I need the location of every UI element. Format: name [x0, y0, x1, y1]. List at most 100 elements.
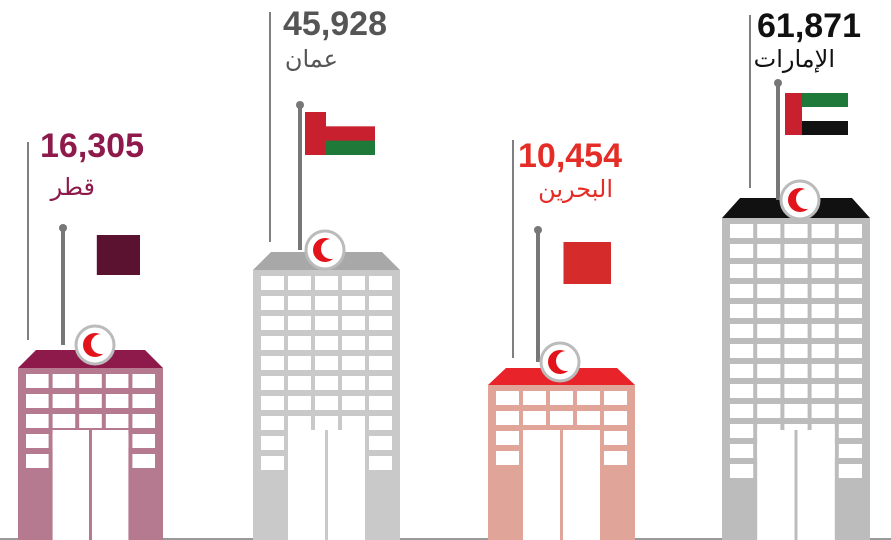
window: [730, 344, 754, 358]
window: [496, 431, 519, 445]
crescent-cut: [556, 351, 576, 371]
pole-top: [774, 79, 782, 87]
window: [369, 356, 392, 370]
window: [261, 416, 284, 430]
window: [784, 244, 808, 258]
window: [577, 411, 600, 425]
window: [496, 391, 519, 405]
window: [811, 284, 835, 298]
window: [315, 416, 338, 430]
window: [315, 316, 338, 330]
window: [79, 374, 102, 388]
window: [79, 414, 102, 428]
window: [811, 244, 835, 258]
crescent-cut: [91, 334, 111, 354]
window: [811, 344, 835, 358]
window: [784, 304, 808, 318]
window: [784, 264, 808, 278]
window: [523, 391, 546, 405]
window: [369, 456, 392, 470]
crescent-cut: [796, 189, 816, 209]
window: [838, 284, 862, 298]
window: [369, 276, 392, 290]
country-name: الإمارات: [754, 45, 835, 73]
window: [26, 374, 49, 388]
window: [838, 404, 862, 418]
window: [757, 404, 781, 418]
pole-top: [59, 224, 67, 232]
window: [52, 414, 76, 428]
window: [838, 224, 862, 238]
window: [523, 411, 546, 425]
flag-green: [326, 140, 375, 155]
window: [261, 336, 284, 350]
window: [784, 344, 808, 358]
window: [784, 384, 808, 398]
window: [315, 276, 338, 290]
window: [26, 414, 49, 428]
window: [315, 356, 338, 370]
pole-top: [296, 101, 304, 109]
window: [604, 411, 627, 425]
flag-white: [545, 242, 564, 284]
window: [838, 264, 862, 278]
flag-white: [326, 112, 375, 127]
window: [784, 404, 808, 418]
window: [105, 374, 129, 388]
window: [838, 324, 862, 338]
window: [261, 296, 284, 310]
value: 61,871: [757, 7, 861, 45]
window: [730, 364, 754, 378]
window: [26, 454, 49, 468]
window: [838, 384, 862, 398]
window: [105, 414, 129, 428]
window: [757, 364, 781, 378]
window: [288, 296, 311, 310]
window: [342, 336, 365, 350]
window: [757, 384, 781, 398]
window: [730, 384, 754, 398]
window: [838, 464, 862, 478]
window: [730, 424, 754, 438]
window: [369, 396, 392, 410]
window: [604, 451, 627, 465]
window: [342, 376, 365, 390]
window: [730, 304, 754, 318]
window: [288, 316, 311, 330]
pole-top: [534, 226, 542, 234]
window: [288, 276, 311, 290]
window: [369, 376, 392, 390]
window: [369, 416, 392, 430]
flag-red: [785, 93, 803, 135]
window: [261, 436, 284, 450]
window: [288, 336, 311, 350]
window: [730, 244, 754, 258]
window: [132, 374, 155, 388]
window: [730, 264, 754, 278]
country-name: عمان: [285, 45, 338, 73]
window: [577, 391, 600, 405]
window: [315, 336, 338, 350]
window: [757, 224, 781, 238]
window: [604, 391, 627, 405]
window: [288, 416, 311, 430]
flag-white: [80, 235, 97, 275]
window: [784, 324, 808, 338]
country-name: قطر: [50, 173, 95, 201]
window: [261, 316, 284, 330]
window: [604, 431, 627, 445]
window: [757, 304, 781, 318]
window: [811, 404, 835, 418]
window: [288, 396, 311, 410]
window: [838, 444, 862, 458]
window: [288, 376, 311, 390]
window: [261, 396, 284, 410]
window: [288, 356, 311, 370]
window: [315, 396, 338, 410]
window: [838, 344, 862, 358]
window: [79, 394, 102, 408]
window: [132, 394, 155, 408]
window: [261, 376, 284, 390]
window: [784, 224, 808, 238]
